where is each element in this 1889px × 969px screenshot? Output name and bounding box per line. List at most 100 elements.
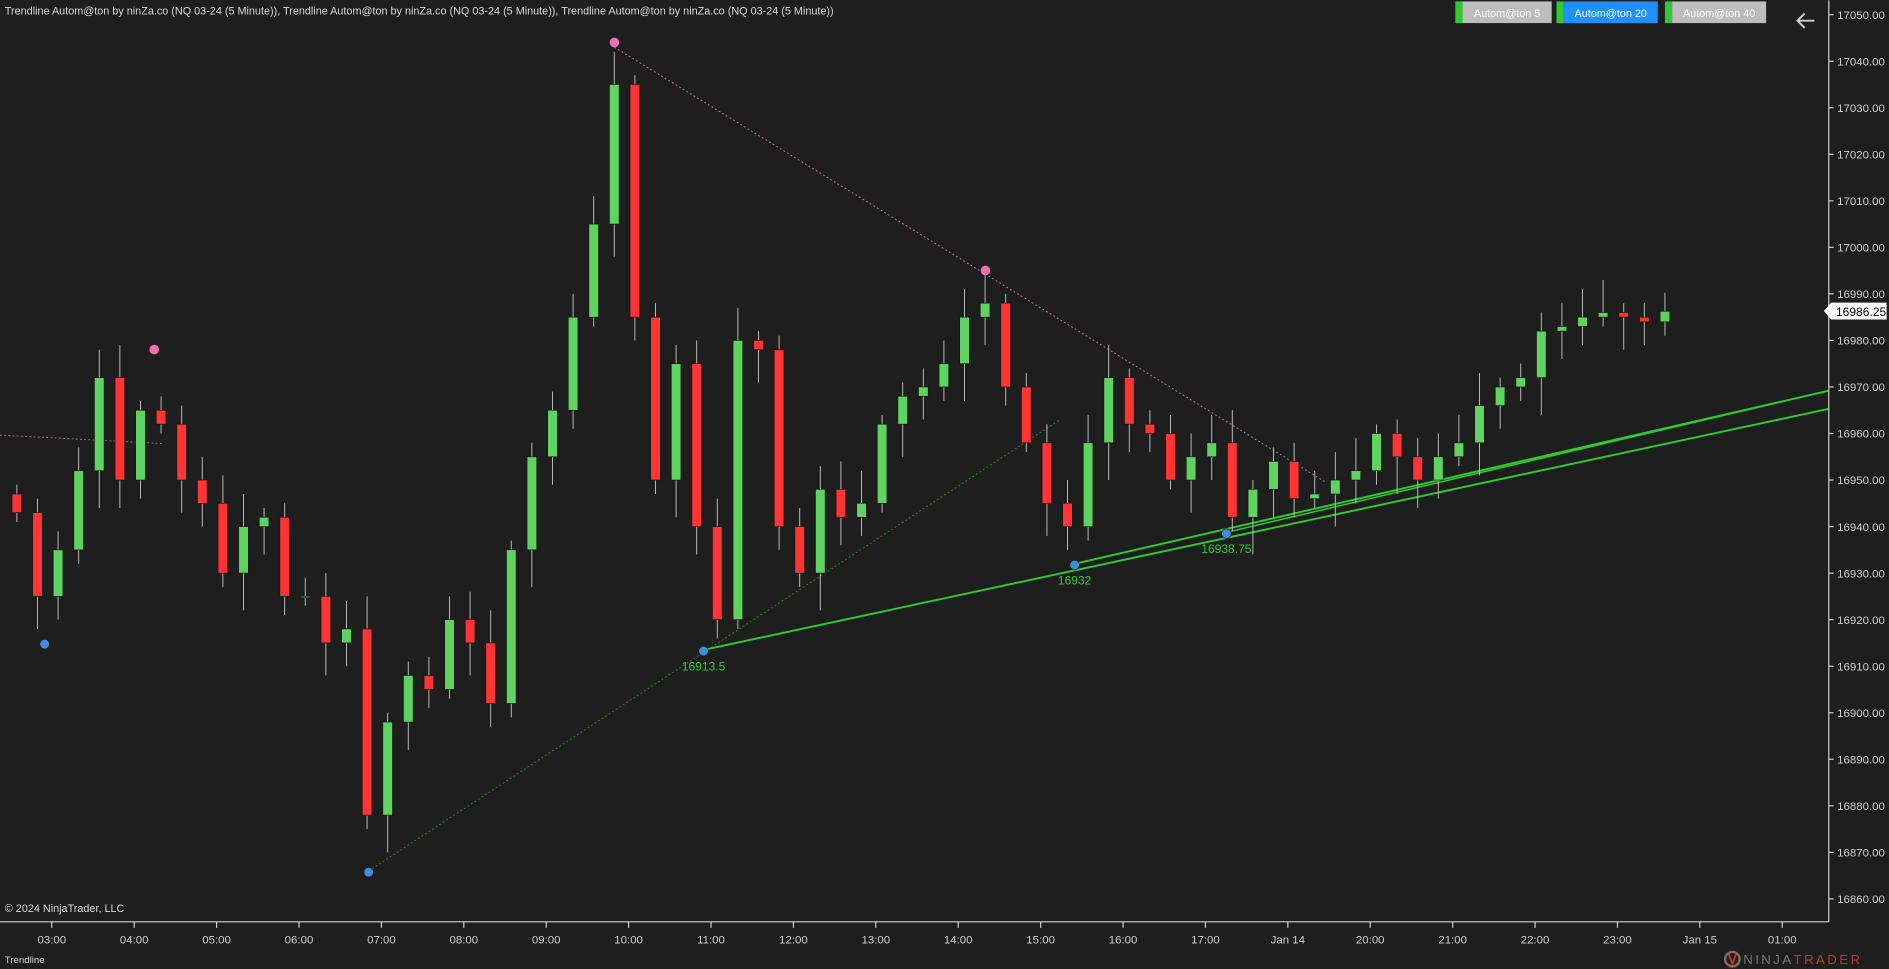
candle-down	[1412, 456, 1423, 481]
candle-up	[959, 316, 970, 364]
candle-down	[712, 526, 723, 620]
swing-low-marker	[363, 866, 374, 878]
swing-markers: 16913.5 16932 16938.75	[39, 37, 1252, 878]
trendlines	[0, 46, 1829, 872]
candle-up	[444, 619, 455, 690]
time-tick-label: 07:00	[367, 934, 396, 946]
price-tick-label: 16960.00	[1837, 429, 1885, 441]
autom8ton-20-button[interactable]: Autom@ton 20	[1556, 1, 1658, 24]
price-tick-label: 16900.00	[1837, 708, 1885, 720]
candle-down	[1639, 316, 1650, 323]
candle-up	[1371, 433, 1382, 472]
time-tick-label: 03:00	[37, 934, 66, 946]
last-price: 16986.25	[1836, 305, 1886, 319]
price-tick-label: 16940.00	[1837, 522, 1885, 534]
candle-down	[1391, 433, 1403, 458]
candle-up	[1330, 479, 1341, 495]
candle-up	[938, 363, 950, 388]
candle-up	[382, 721, 393, 816]
candle-down	[629, 84, 641, 318]
candle-up	[897, 395, 908, 425]
time-tick-label: 10:00	[614, 934, 643, 946]
candle-down	[1288, 461, 1300, 499]
price-tick-label: 16860.00	[1837, 894, 1885, 906]
candle-down	[1144, 423, 1156, 434]
candle-up	[609, 84, 620, 225]
swing-high-marker	[609, 37, 620, 48]
autom8ton-5-button[interactable]: Autom@ton 5	[1455, 1, 1552, 24]
candle-up	[94, 377, 105, 472]
candle-up	[1309, 493, 1320, 499]
candle-down	[794, 526, 805, 574]
candle-down	[753, 340, 764, 351]
candle-down	[1124, 377, 1135, 425]
candle-down	[11, 493, 22, 513]
time-tick-label: 09:00	[532, 934, 561, 946]
price-tick-label: 17040.00	[1837, 56, 1885, 68]
candle-down	[835, 489, 847, 518]
candle-up	[1494, 386, 1506, 406]
candle-up	[1536, 330, 1547, 378]
price-tick-label: 17020.00	[1837, 149, 1885, 161]
support-trendline-dotted	[368, 419, 1061, 872]
support-trendline	[703, 407, 1829, 651]
candle-up	[1350, 470, 1362, 481]
time-tick-label: 22:00	[1521, 934, 1550, 946]
autom8ton-40-button[interactable]: Autom@ton 40	[1664, 1, 1767, 24]
candle-up	[1597, 312, 1609, 318]
copyright: © 2024 NinjaTrader, LLC	[5, 903, 125, 915]
price-tick-label: 17010.00	[1837, 196, 1885, 208]
candle-up	[52, 549, 64, 597]
candle-down	[1000, 302, 1011, 388]
swing-low-marker	[698, 645, 709, 657]
price-tick-label: 16930.00	[1837, 568, 1885, 580]
price-tick-label: 16880.00	[1837, 801, 1885, 813]
time-tick-label: 01:00	[1768, 934, 1797, 946]
price-tick-label: 17050.00	[1837, 10, 1885, 22]
candle-down	[155, 409, 167, 425]
candle-down	[1062, 503, 1073, 527]
candle-down	[320, 596, 331, 644]
price-tick-label: 16970.00	[1837, 382, 1885, 394]
candle-up	[979, 302, 991, 318]
time-tick-label: 21:00	[1438, 934, 1467, 946]
candle-up	[403, 675, 414, 723]
swing-high-marker	[149, 344, 160, 355]
time-axis[interactable]: 03:00 04:00 05:00 06:00 07:00 08:00 09:00 10:00…	[37, 921, 1797, 947]
price-tick-label: 16870.00	[1837, 848, 1885, 860]
candle-down	[1041, 442, 1053, 504]
candle-down	[1021, 386, 1032, 444]
arrow-left-icon[interactable]	[1790, 7, 1821, 34]
time-tick-label: 12:00	[779, 934, 808, 946]
candle-up	[588, 223, 599, 318]
candle-down	[114, 377, 125, 481]
candle-up	[815, 489, 826, 574]
candle-up	[1103, 377, 1114, 444]
candle-up	[547, 409, 558, 458]
price-tick-label: 16910.00	[1837, 661, 1885, 673]
candle-up	[856, 503, 867, 518]
candle-down	[1227, 442, 1238, 518]
button-label: Autom@ton 40	[1683, 8, 1755, 20]
chart-title: Trendline Autom@ton by ninZa.co (NQ 03-2…	[5, 6, 834, 18]
candle-down	[197, 479, 208, 504]
candle-up	[1247, 489, 1259, 518]
time-tick-label: 06:00	[285, 934, 314, 946]
price-tick-label: 16950.00	[1837, 475, 1885, 487]
candle-down	[361, 628, 373, 816]
tab-trendline[interactable]: Trendline	[5, 955, 45, 966]
price-tick-label: 17030.00	[1837, 103, 1885, 115]
candle-up	[1268, 461, 1279, 490]
time-tick-label: 15:00	[1026, 934, 1055, 946]
swing-low-marker	[39, 638, 50, 650]
time-tick-label: Jan 14	[1271, 934, 1306, 946]
candle-up	[567, 316, 579, 411]
price-axis[interactable]: 17050.00 17040.00 17030.00 17020.00 17010.00…	[1828, 10, 1885, 906]
time-tick-label: 20:00	[1356, 934, 1385, 946]
price-tick-label: 16890.00	[1837, 754, 1885, 766]
candle-up	[670, 363, 682, 481]
candle-up	[876, 423, 888, 504]
candle-up	[1453, 442, 1465, 458]
